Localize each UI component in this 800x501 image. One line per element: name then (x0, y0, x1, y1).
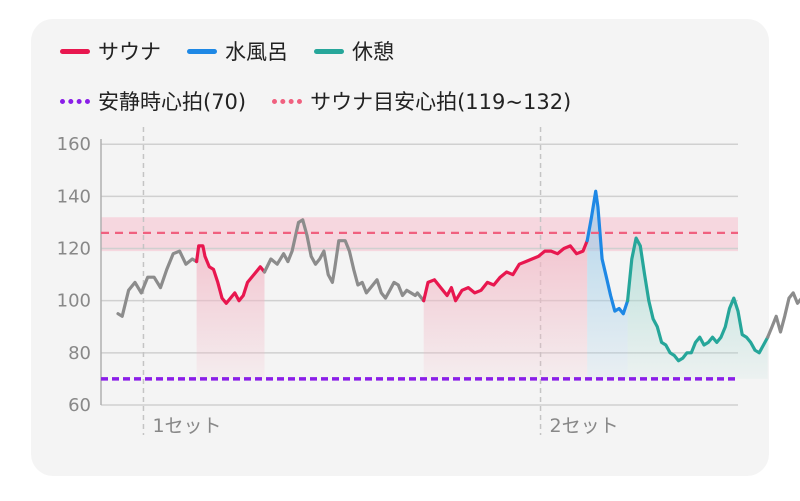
legend-row-references: 安静時心拍(70) サウナ目安心拍(119~132) (60, 86, 571, 116)
line-layer (116, 189, 800, 363)
y-tick-label: 160 (57, 134, 91, 155)
legend-water-bath-label: 水風呂 (225, 40, 288, 64)
sauna-swatch (60, 48, 90, 54)
sauna-line (195, 244, 267, 305)
sauna-area (196, 245, 265, 379)
reference-line-layer (101, 231, 738, 381)
resting-hr-swatch (60, 98, 90, 104)
set-label: 2セット (550, 415, 619, 437)
other-line (766, 291, 800, 339)
legend-rest: 休憩 (314, 36, 394, 66)
other-line (116, 249, 199, 318)
sauna-target-swatch (272, 98, 303, 104)
legend-water-bath: 水風呂 (187, 36, 288, 66)
water-bath-swatch (187, 48, 217, 54)
y-tick-label: 60 (68, 395, 91, 416)
y-tick-label: 100 (57, 291, 91, 312)
sauna-area (423, 240, 588, 379)
legend-sauna-target: サウナ目安心拍(119~132) (272, 86, 571, 116)
set-label: 1セット (152, 415, 221, 437)
sauna-target-band (101, 217, 738, 252)
y-tick-label: 80 (68, 343, 91, 364)
legend-sauna-target-label: サウナ目安心拍(119~132) (310, 90, 572, 114)
legend-row-phases: サウナ 水風呂 休憩 (60, 36, 394, 66)
label-layer: 160 140 120 100 80 60 1セット 2セット (57, 134, 619, 437)
other-line (262, 218, 426, 303)
y-tick-label: 120 (57, 239, 91, 260)
legend-sauna-label: サウナ (98, 40, 161, 64)
y-tick-label: 140 (57, 186, 91, 207)
rest-swatch (314, 48, 344, 54)
area-fill-layer (196, 191, 768, 379)
legend-resting-hr: 安静時心拍(70) (60, 86, 246, 116)
rest-line (626, 236, 770, 363)
legend-resting-hr-label: 安静時心拍(70) (98, 90, 247, 114)
sauna-line (422, 239, 589, 303)
rest-area (627, 238, 768, 379)
water_bath-line (585, 189, 630, 316)
legend-rest-label: 休憩 (352, 40, 394, 64)
legend-sauna: サウナ (60, 36, 161, 66)
